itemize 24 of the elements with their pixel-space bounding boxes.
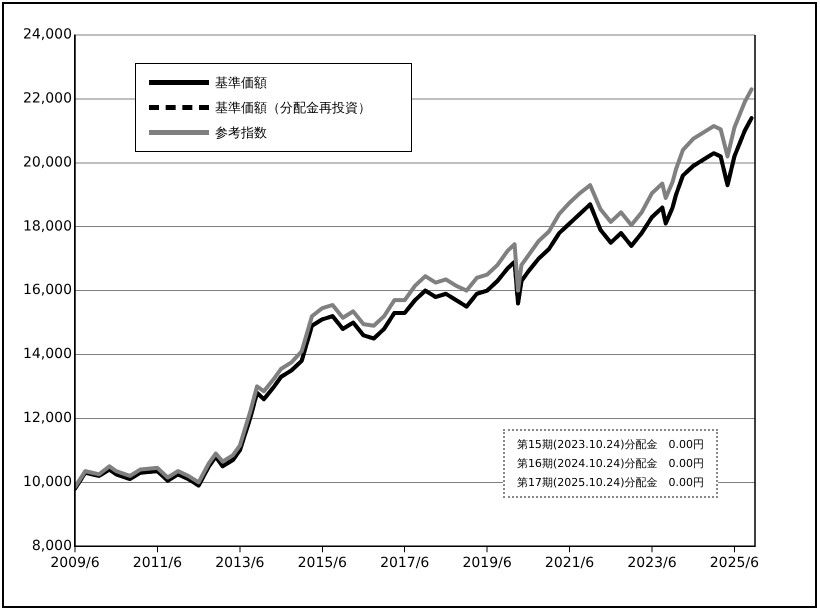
x-tick-label: 2015/6 [298, 555, 347, 572]
annotation: 第17期(2025.10.24)分配金 0.00円 [516, 475, 704, 491]
x-tick-label: 2021/6 [544, 555, 594, 572]
x-tick-label: 2013/6 [215, 555, 265, 572]
legend-label: 基準価額 [215, 74, 267, 92]
x-tick-label: 2011/6 [132, 555, 182, 572]
y-tick-label: 20,000 [22, 154, 72, 170]
annotation: 第15期(2023.10.24)分配金 0.00円 [516, 437, 704, 453]
x-tick-label: 2019/6 [462, 555, 512, 572]
y-tick-label: 22,000 [22, 90, 72, 107]
y-tick-label: 8,000 [32, 538, 72, 554]
legend-label: 参考指数 [215, 124, 267, 142]
x-tick-label: 2009/6 [50, 555, 100, 572]
annotation: 第16期(2024.10.24)分配金 0.00円 [516, 456, 704, 472]
legend-label: 基準価額（分配金再投資） [215, 100, 371, 116]
x-tick-label: 2025/6 [710, 555, 760, 572]
y-tick-label: 24,000 [22, 26, 72, 43]
y-tick-label: 12,000 [22, 410, 72, 426]
y-tick-label: 10,000 [22, 474, 72, 490]
y-tick-label: 14,000 [22, 346, 72, 362]
x-tick-label: 2017/6 [380, 555, 430, 572]
y-tick-label: 18,000 [22, 218, 72, 234]
x-tick-label: 2023/6 [627, 555, 677, 572]
y-tick-label: 16,000 [22, 282, 72, 298]
